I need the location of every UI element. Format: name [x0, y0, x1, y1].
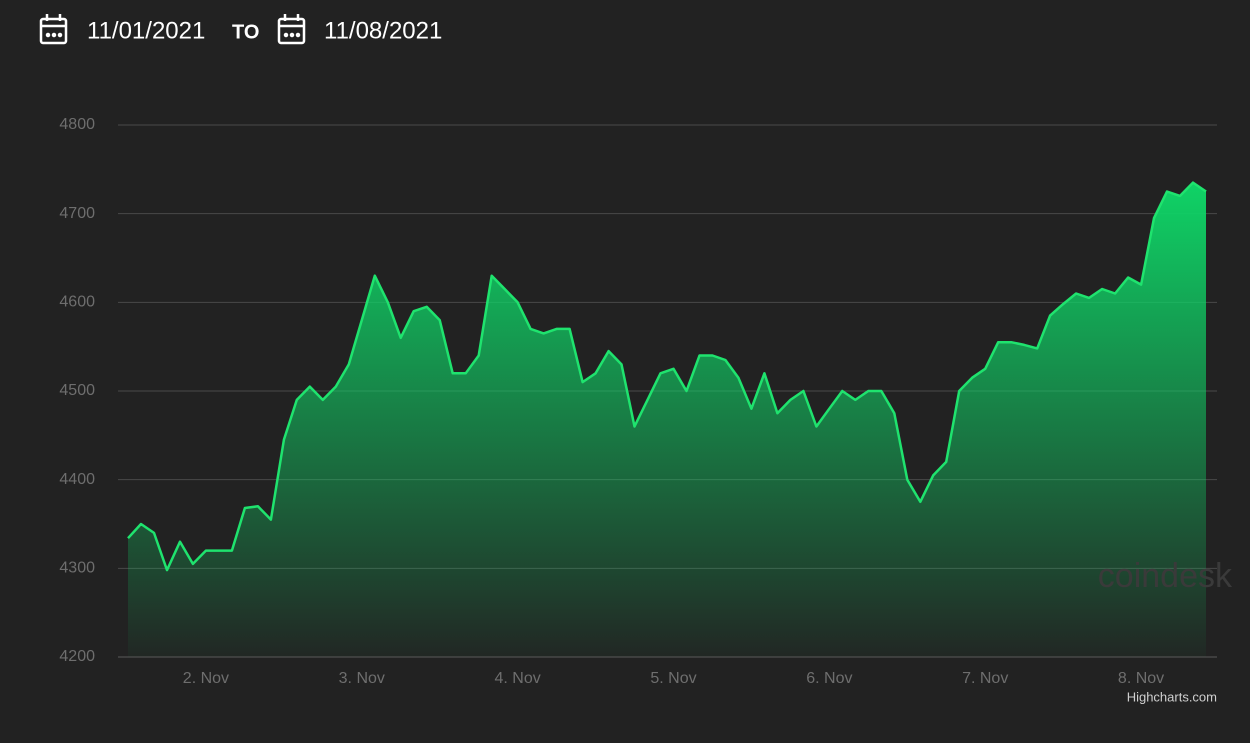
- y-tick-label: 4700: [59, 205, 95, 222]
- credits: Highcharts.com: [1127, 689, 1217, 704]
- y-tick-label: 4400: [59, 471, 95, 488]
- date-from[interactable]: 11/01/2021: [87, 17, 205, 44]
- area-fill: [128, 182, 1206, 657]
- calendar-icon: [39, 14, 68, 45]
- x-tick-label: 4. Nov: [495, 670, 541, 687]
- y-tick-label: 4300: [59, 560, 95, 577]
- x-tick-label: 6. Nov: [806, 670, 852, 687]
- x-tick-label: 7. Nov: [962, 670, 1008, 687]
- y-tick-label: 4600: [59, 294, 95, 311]
- date-to[interactable]: 11/08/2021: [324, 17, 442, 44]
- y-tick-label: 4500: [59, 382, 95, 399]
- y-tick-label: 4200: [59, 648, 95, 665]
- watermark: coindesk: [1098, 557, 1233, 595]
- calendar-icon: [277, 14, 306, 45]
- x-tick-label: 8. Nov: [1118, 670, 1164, 687]
- to-label: TO: [232, 21, 259, 43]
- x-tick-label: 5. Nov: [650, 670, 696, 687]
- x-tick-label: 2. Nov: [183, 670, 229, 687]
- x-tick-label: 3. Nov: [339, 670, 385, 687]
- price-line: [127, 181, 1207, 572]
- y-tick-label: 4800: [59, 116, 95, 133]
